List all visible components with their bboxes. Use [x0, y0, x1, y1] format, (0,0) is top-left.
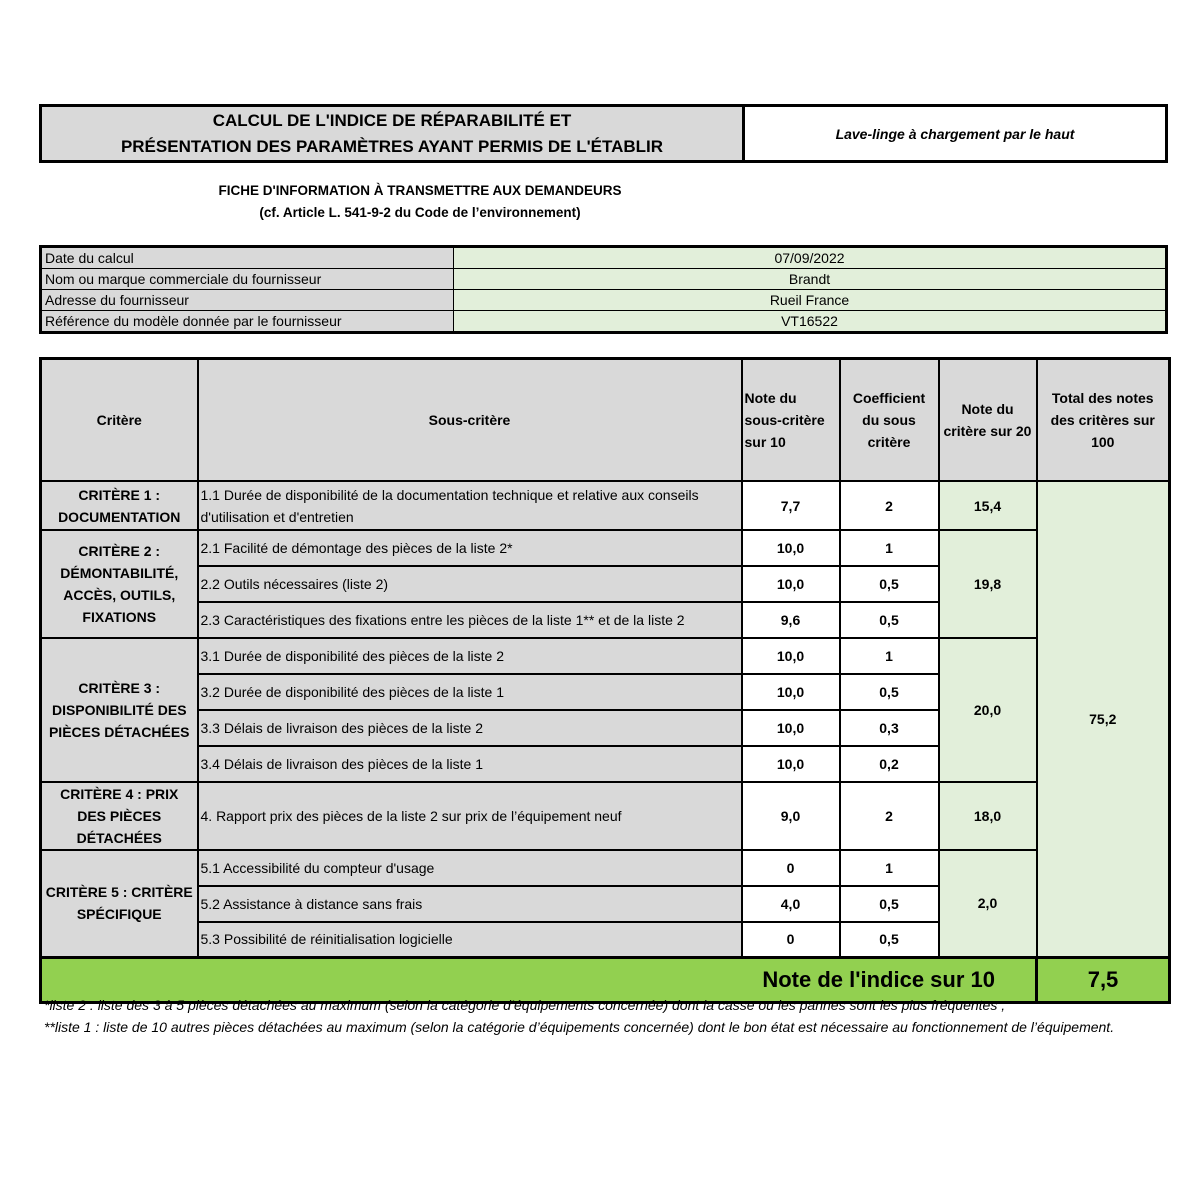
table-row: 5.2 Assistance à distance sans frais 4,0 0… — [41, 885, 1170, 923]
subcriterion-note: 10,0 — [740, 673, 841, 711]
subcriterion-note: 0 — [740, 921, 841, 958]
subcriterion-label: 5.3 Possibilité de réinitialisation logi… — [196, 921, 743, 958]
subcriterion-label: 5.2 Assistance à distance sans frais — [196, 885, 743, 923]
subcriterion-coefficient: 0,3 — [838, 709, 940, 747]
subcriterion-note: 10,0 — [740, 637, 841, 675]
criterion-name: CRITÈRE 3 : DISPONIBILITÉ DES PIÈCES DÉT… — [39, 637, 199, 783]
info-value: 07/09/2022 — [453, 246, 1167, 269]
table-row: 2.3 Caractéristiques des fixations entre… — [41, 601, 1170, 639]
criterion-score: 15,4 — [937, 480, 1038, 531]
subcriterion-coefficient: 0,5 — [838, 601, 940, 639]
document-title: CALCUL DE L'INDICE DE RÉPARABILITÉ ET PR… — [42, 107, 745, 160]
subcriterion-label: 2.1 Facilité de démontage des pièces de … — [196, 529, 743, 567]
total-score: 75,2 — [1035, 480, 1171, 958]
subcriterion-note: 4,0 — [740, 885, 841, 923]
info-label: Date du calcul — [40, 246, 454, 269]
subcriterion-note: 10,0 — [740, 745, 841, 783]
table-row: 5.3 Possibilité de réinitialisation logi… — [41, 921, 1170, 958]
criterion-score: 18,0 — [937, 781, 1038, 851]
header-sous-critere: Sous-critère — [196, 357, 743, 482]
footnote-2: **liste 1 : liste de 10 autres pièces dé… — [44, 1019, 1115, 1035]
subcriterion-label: 5.1 Accessibilité du compteur d'usage — [196, 849, 743, 887]
info-value: Brandt — [453, 268, 1167, 290]
table-row: CRITÈRE 4 : PRIX DES PIÈCES DÉTACHÉES 4. … — [39, 781, 1170, 851]
subtitle-line-2: (cf. Article L. 541-9-2 du Code de l’env… — [259, 205, 581, 220]
criterion-score: 2,0 — [937, 849, 1038, 958]
criterion-score: 20,0 — [937, 637, 1038, 783]
table-row: CRITÈRE 2 : DÉMONTABILITÉ, ACCÈS, OUTILS… — [39, 529, 1170, 639]
info-value: Rueil France — [453, 289, 1167, 311]
subcriterion-label: 2.2 Outils nécessaires (liste 2) — [196, 565, 743, 603]
footnote-1: *liste 2 : liste des 3 à 5 pièces détach… — [44, 997, 1006, 1013]
repairability-table: Critère Sous-critère Note du sous-critère … — [39, 357, 1171, 1004]
subcriterion-note: 10,0 — [740, 529, 841, 567]
subcriterion-coefficient: 0,5 — [838, 673, 940, 711]
info-row: Nom ou marque commerciale du fournisseur… — [40, 268, 1167, 290]
subcriterion-coefficient: 0,5 — [838, 921, 940, 958]
table-row: 3.4 Délais de livraison des pièces de la… — [41, 745, 1170, 783]
subcriterion-coefficient: 0,5 — [838, 885, 940, 923]
table-row: 3.2 Durée de disponibilité des pièces de… — [41, 673, 1170, 711]
supplier-info-table: Date du calcul 07/09/2022 Nom ou marque co… — [39, 245, 1168, 334]
header-note-sous-critere: Note du sous-critère sur 10 — [740, 357, 841, 482]
table-row: 3.3 Délais de livraison des pièces de la… — [41, 709, 1170, 747]
title-box: CALCUL DE L'INDICE DE RÉPARABILITÉ ET PR… — [39, 104, 1168, 163]
subcriterion-label: 3.1 Durée de disponibilité des pièces de… — [196, 637, 743, 675]
subcriterion-label: 2.3 Caractéristiques des fixations entre… — [196, 601, 743, 639]
subcriterion-label: 3.2 Durée de disponibilité des pièces de… — [196, 673, 743, 711]
header-coefficient: Coefficient du sous critère — [838, 357, 940, 482]
subcriterion-coefficient: 0,5 — [838, 565, 940, 603]
info-row: Référence du modèle donnée par le fourni… — [40, 310, 1167, 333]
subcriterion-coefficient: 2 — [838, 480, 940, 531]
info-row: Adresse du fournisseur Rueil France — [40, 289, 1167, 311]
criterion-name: CRITÈRE 1 : DOCUMENTATION — [39, 480, 199, 531]
subcriterion-coefficient: 1 — [838, 849, 940, 887]
subcriterion-note: 9,6 — [740, 601, 841, 639]
subcriterion-coefficient: 2 — [838, 781, 940, 851]
criterion-name: CRITÈRE 5 : CRITÈRE SPÉCIFIQUE — [39, 849, 199, 958]
table-row: CRITÈRE 1 : DOCUMENTATION 1.1 Durée de di… — [39, 480, 1171, 958]
subcriterion-note: 7,7 — [740, 480, 841, 531]
subcriterion-label: 3.4 Délais de livraison des pièces de la… — [196, 745, 743, 783]
info-label: Nom ou marque commerciale du fournisseur — [40, 268, 454, 290]
info-label: Référence du modèle donnée par le fourni… — [40, 310, 454, 333]
header-row: Critère Sous-critère Note du sous-critère … — [39, 357, 1171, 482]
table-row: 2.2 Outils nécessaires (liste 2) 10,0 0,5 — [41, 565, 1170, 603]
subcriterion-coefficient: 0,2 — [838, 745, 940, 783]
table-row: CRITÈRE 3 : DISPONIBILITÉ DES PIÈCES DÉT… — [39, 637, 1170, 783]
subtitle: FICHE D'INFORMATION À TRANSMETTRE AUX DE… — [40, 180, 800, 224]
criterion-score: 19,8 — [937, 529, 1038, 639]
info-value: VT16522 — [453, 310, 1167, 333]
criterion-name: CRITÈRE 4 : PRIX DES PIÈCES DÉTACHÉES — [39, 781, 199, 851]
index-label: Note de l'indice sur 10 — [39, 955, 1038, 1004]
product-category: Lave-linge à chargement par le haut — [835, 125, 1075, 142]
subcriterion-label: 4. Rapport prix des pièces de la liste 2… — [196, 781, 743, 851]
header-critere: Critère — [39, 357, 199, 482]
index-value: 7,5 — [1035, 955, 1171, 1004]
info-label: Adresse du fournisseur — [40, 289, 454, 311]
table-row: CRITÈRE 5 : CRITÈRE SPÉCIFIQUE 5.1 Access… — [39, 849, 1170, 958]
title-line-1: CALCUL DE L'INDICE DE RÉPARABILITÉ ET — [212, 110, 572, 130]
header-total: Total des notes des critères sur 100 — [1035, 357, 1171, 482]
header-note-critere: Note du critère sur 20 — [937, 357, 1038, 482]
index-row: Note de l'indice sur 10 7,5 — [39, 955, 1171, 1004]
criterion-name: CRITÈRE 2 : DÉMONTABILITÉ, ACCÈS, OUTILS… — [39, 529, 199, 639]
subcriterion-note: 10,0 — [740, 709, 841, 747]
subtitle-line-1: FICHE D'INFORMATION À TRANSMETTRE AUX DE… — [218, 183, 622, 198]
subcriterion-label: 1.1 Durée de disponibilité de la documen… — [196, 480, 743, 531]
subcriterion-note: 0 — [740, 849, 841, 887]
subcriterion-note: 10,0 — [740, 565, 841, 603]
subcriterion-label: 3.3 Délais de livraison des pièces de la… — [196, 709, 743, 747]
info-row: Date du calcul 07/09/2022 — [40, 246, 1167, 269]
footnotes: *liste 2 : liste des 3 à 5 pièces détach… — [44, 994, 1154, 1038]
subcriterion-note: 9,0 — [740, 781, 841, 851]
title-line-2: PRÉSENTATION DES PARAMÈTRES AYANT PERMIS… — [120, 136, 664, 156]
subcriterion-coefficient: 1 — [838, 637, 940, 675]
subcriterion-coefficient: 1 — [838, 529, 940, 567]
